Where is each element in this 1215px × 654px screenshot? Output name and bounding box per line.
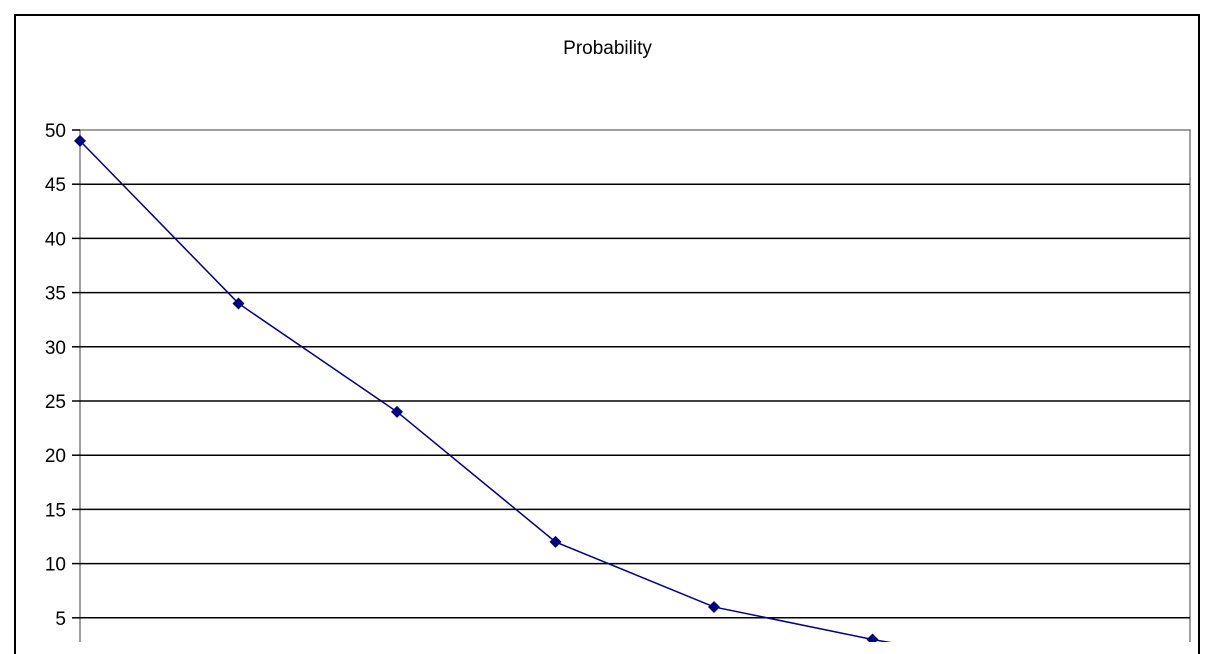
- y-tick-label: 35: [45, 284, 66, 305]
- y-tick-label: 50: [45, 121, 66, 142]
- grid-lines: [72, 129, 1191, 642]
- data-point: [391, 405, 403, 418]
- y-tick-label: 15: [45, 500, 66, 521]
- y-tick-label: 40: [45, 229, 66, 250]
- y-tick-label: 30: [45, 338, 66, 359]
- data-point: [708, 600, 720, 613]
- y-tick-label: 25: [45, 392, 66, 413]
- y-tick-label: 10: [45, 555, 66, 576]
- y-tick-label: 20: [45, 446, 66, 467]
- y-tick-label: 45: [45, 175, 66, 196]
- chart-frame: [14, 14, 1200, 654]
- data-point: [74, 134, 86, 147]
- data-point: [866, 633, 879, 642]
- data-point: [232, 297, 245, 310]
- y-tick-labels: 5 10 15 20 25 30 35 40 45 50: [45, 121, 66, 630]
- data-point: [549, 535, 562, 548]
- chart-title: Probability: [563, 38, 652, 59]
- data-points: [74, 134, 879, 642]
- y-tick-label: 5: [55, 609, 66, 630]
- plot-area-border: [79, 129, 1191, 642]
- series-polyline: [79, 140, 892, 642]
- series-line: [79, 140, 892, 642]
